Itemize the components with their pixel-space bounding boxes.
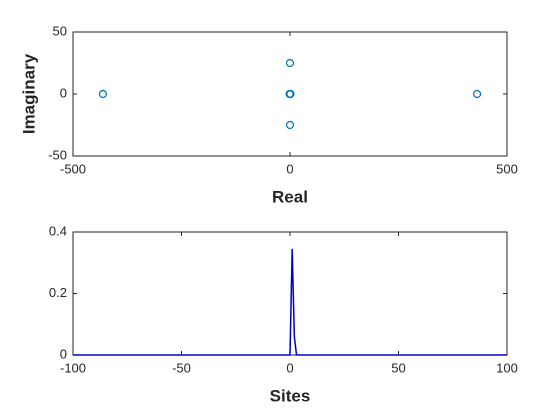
x-tick-label: 0 bbox=[286, 360, 293, 375]
x-tick-label: 0 bbox=[286, 161, 293, 176]
y-tick-label: 50 bbox=[53, 23, 67, 38]
point bbox=[98, 89, 108, 99]
x-tick-label: -50 bbox=[172, 360, 191, 375]
point bbox=[285, 120, 295, 130]
point bbox=[285, 58, 295, 68]
x-axis-label: Sites bbox=[270, 386, 311, 405]
x-tick-label: -500 bbox=[60, 161, 86, 176]
line bbox=[73, 248, 507, 356]
y-tick-label: 0.2 bbox=[49, 285, 67, 300]
y-tick-label: 0 bbox=[60, 346, 67, 361]
x-tick-label: 100 bbox=[496, 360, 518, 375]
y-axis-label: Imaginary bbox=[19, 53, 38, 134]
x-tick-label: -100 bbox=[60, 360, 86, 375]
y-tick-label: 0 bbox=[60, 85, 67, 100]
axes-box bbox=[72, 31, 508, 157]
y-tick-label: -50 bbox=[48, 147, 67, 162]
y-tick-label: 0.4 bbox=[49, 223, 67, 238]
x-tick-label: 500 bbox=[496, 161, 518, 176]
point bbox=[286, 89, 295, 99]
x-tick-label: 50 bbox=[391, 360, 405, 375]
point bbox=[472, 89, 482, 99]
x-axis-label: Real bbox=[272, 187, 308, 206]
